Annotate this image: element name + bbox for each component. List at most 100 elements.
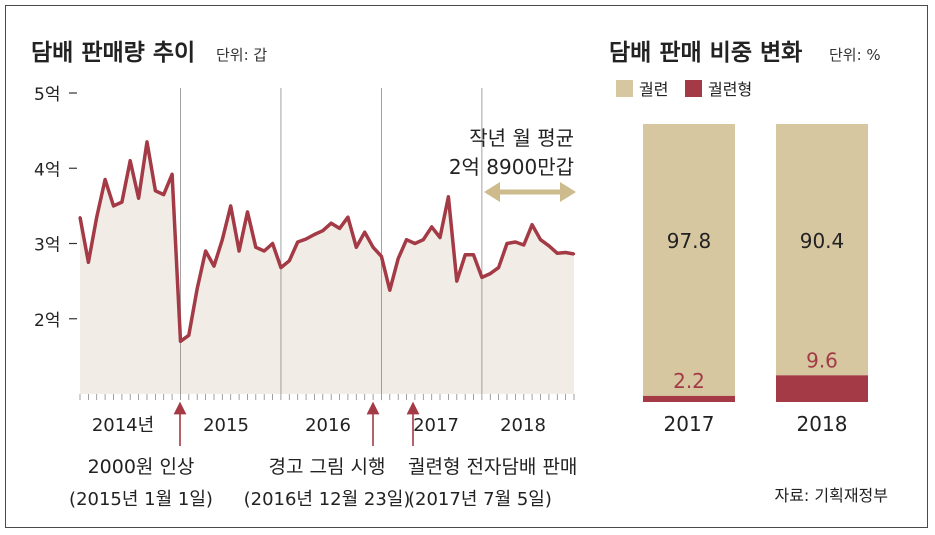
event-label-price-hike-date: (2015년 1월 1일) bbox=[69, 489, 213, 510]
data-point bbox=[103, 178, 107, 181]
data-point bbox=[288, 259, 291, 262]
data-point bbox=[438, 236, 442, 239]
y-tick-label: 2억 bbox=[34, 311, 60, 331]
data-point bbox=[137, 197, 140, 200]
event-label-warning-image: 경고 그림 시행 bbox=[269, 456, 386, 478]
event-label-warning-image-date: (2016년 12월 23일) bbox=[244, 489, 411, 510]
bar-chart-title: 담배 판매 비중 변화 bbox=[609, 40, 802, 66]
data-point bbox=[87, 261, 90, 264]
area-fill bbox=[80, 141, 574, 394]
data-point bbox=[464, 253, 467, 256]
event-label-price-hike: 2000원 인상 bbox=[88, 456, 195, 478]
legend-label-heated: 궐련형 bbox=[708, 80, 752, 99]
x-tick-label: 2014년 bbox=[92, 415, 154, 436]
data-point bbox=[187, 334, 190, 337]
bar-segment-heated bbox=[776, 375, 868, 402]
data-point bbox=[405, 238, 408, 241]
x-tick-label: 2016 bbox=[305, 415, 351, 436]
data-point bbox=[179, 340, 182, 343]
stacked-bars: 97.8 2.2 2017 90.4 9.6 2018 bbox=[643, 124, 868, 436]
data-point bbox=[263, 249, 266, 253]
data-point bbox=[162, 193, 165, 196]
bar-segment-heated bbox=[643, 395, 735, 402]
data-point bbox=[321, 229, 324, 232]
bar-segment-cigarette bbox=[776, 124, 868, 376]
x-tick-label: 2017 bbox=[413, 415, 459, 436]
y-axis: 2억 3억 4억 5억 bbox=[34, 85, 77, 331]
bar-value-cigarette: 97.8 bbox=[667, 229, 712, 253]
legend-swatch-heated bbox=[685, 80, 702, 97]
data-point bbox=[497, 266, 500, 269]
data-point bbox=[422, 238, 425, 241]
data-point bbox=[363, 231, 366, 234]
event-label-heated-tobacco-date: (2017년 7월 5일) bbox=[408, 489, 552, 510]
data-point bbox=[514, 240, 517, 244]
data-point bbox=[145, 140, 149, 144]
x-axis: 2014년 2015 2016 2017 2018 bbox=[79, 394, 575, 436]
bar-value-heated: 9.6 bbox=[806, 348, 838, 372]
x-tick-label: 2018 bbox=[500, 415, 546, 436]
data-point bbox=[112, 204, 115, 208]
event-label-heated-tobacco: 궐련형 전자담배 판매 bbox=[408, 456, 577, 478]
data-point bbox=[129, 159, 132, 162]
data-point bbox=[246, 210, 249, 214]
bar-category-label: 2018 bbox=[797, 412, 848, 436]
source-note: 자료: 기획재정부 bbox=[774, 486, 888, 505]
y-tick-label: 3억 bbox=[34, 236, 60, 256]
data-point bbox=[346, 216, 350, 219]
data-point bbox=[254, 246, 257, 249]
data-point bbox=[522, 243, 525, 247]
data-point bbox=[455, 279, 458, 283]
data-point bbox=[371, 246, 375, 249]
data-point bbox=[229, 204, 232, 208]
data-point bbox=[204, 249, 207, 253]
plot-area bbox=[78, 88, 576, 394]
data-point bbox=[271, 242, 274, 245]
bar-chart-unit: 단위: % bbox=[829, 46, 881, 64]
sales-line bbox=[78, 140, 575, 344]
x-tick-label: 2015 bbox=[203, 415, 249, 436]
data-point bbox=[154, 189, 157, 192]
data-point bbox=[564, 251, 567, 254]
data-point bbox=[279, 266, 283, 269]
data-point bbox=[556, 252, 559, 255]
data-point bbox=[380, 255, 383, 258]
data-point bbox=[397, 257, 400, 260]
chart-canvas: 담배 판매량 추이 단위: 갑 담배 판매 비중 변화 단위: % 궐련 궐련형… bbox=[31, 40, 888, 510]
data-point bbox=[304, 237, 308, 241]
data-point bbox=[388, 289, 391, 292]
data-point bbox=[472, 253, 475, 256]
data-point bbox=[237, 249, 241, 253]
data-point bbox=[505, 242, 509, 245]
bar-value-cigarette: 90.4 bbox=[800, 229, 845, 253]
data-point bbox=[413, 242, 417, 245]
legend-label-cigarette: 궐련 bbox=[639, 80, 668, 99]
bar-value-heated: 2.2 bbox=[673, 369, 705, 393]
y-tick-label: 5억 bbox=[34, 85, 60, 105]
bar-category-label: 2017 bbox=[664, 412, 715, 436]
data-point bbox=[547, 244, 551, 247]
data-point bbox=[430, 225, 433, 229]
data-point bbox=[447, 195, 450, 198]
data-point bbox=[196, 287, 199, 290]
data-point bbox=[572, 252, 576, 256]
data-point bbox=[480, 276, 484, 279]
infographic-frame: 담배 판매량 추이 단위: 갑 담배 판매 비중 변화 단위: % 궐련 궐련형… bbox=[5, 5, 928, 528]
data-point bbox=[313, 233, 316, 236]
data-point bbox=[338, 227, 341, 230]
line-chart-title: 담배 판매량 추이 bbox=[31, 40, 195, 66]
y-tick-label: 4억 bbox=[34, 160, 60, 180]
data-point bbox=[212, 264, 216, 268]
data-point bbox=[78, 216, 82, 219]
average-range-arrow bbox=[484, 182, 576, 202]
data-point bbox=[120, 200, 124, 204]
line-chart-unit: 단위: 갑 bbox=[216, 46, 267, 64]
data-point bbox=[296, 240, 299, 244]
data-point bbox=[170, 173, 174, 176]
data-point bbox=[530, 223, 534, 226]
average-label-line1: 작년 월 평균 bbox=[469, 126, 574, 150]
data-point bbox=[355, 246, 358, 249]
data-point bbox=[95, 216, 98, 219]
data-point bbox=[330, 222, 333, 225]
event-markers bbox=[173, 401, 420, 446]
